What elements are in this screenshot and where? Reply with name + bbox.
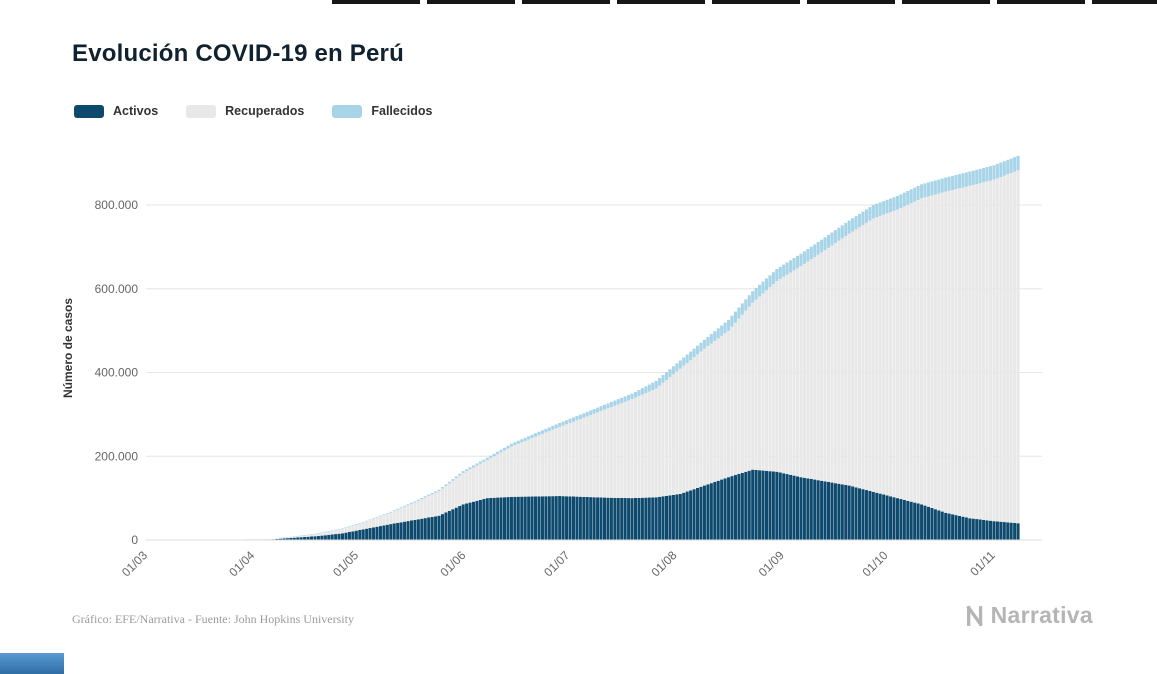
legend-swatch-fallecidos bbox=[332, 104, 363, 118]
svg-text:600.000: 600.000 bbox=[95, 282, 139, 296]
svg-text:01/07: 01/07 bbox=[541, 548, 572, 579]
svg-text:01/05: 01/05 bbox=[330, 548, 361, 579]
legend-swatch-activos bbox=[74, 104, 104, 118]
legend-label-recuperados: Recuperados bbox=[225, 104, 305, 118]
legend-label-activos: Activos bbox=[113, 104, 159, 118]
svg-text:200.000: 200.000 bbox=[95, 449, 139, 463]
x-axis-labels: 01/03 01/04 01/05 01/06 01/07 01/08 01/09 01/10… bbox=[119, 548, 998, 579]
bars-layer bbox=[203, 155, 1020, 541]
y-axis-title: Número de casos bbox=[61, 298, 75, 398]
chart-title: Evolución COVID-19 en Perú bbox=[72, 40, 404, 67]
legend-item-recuperados[interactable]: Recuperados bbox=[186, 104, 304, 118]
svg-text:01/08: 01/08 bbox=[648, 548, 679, 579]
svg-text:01/09: 01/09 bbox=[756, 548, 787, 579]
bottom-left-artifact bbox=[0, 653, 64, 674]
narrativa-logo: Narrativa bbox=[965, 602, 1093, 629]
narrativa-logo-icon bbox=[965, 604, 983, 627]
svg-text:800.000: 800.000 bbox=[95, 198, 139, 212]
svg-text:01/10: 01/10 bbox=[859, 548, 890, 579]
top-edge-artifact bbox=[332, 0, 1157, 4]
svg-text:01/11: 01/11 bbox=[967, 548, 998, 579]
legend-label-fallecidos: Fallecidos bbox=[371, 104, 433, 118]
narrativa-logo-text: Narrativa bbox=[990, 602, 1093, 628]
svg-text:0: 0 bbox=[131, 533, 138, 547]
svg-text:01/04: 01/04 bbox=[226, 548, 257, 579]
attribution-text: Gráfico: EFE/Narrativa - Fuente: John Ho… bbox=[72, 612, 354, 626]
legend-swatch-recuperados bbox=[186, 104, 217, 118]
stacked-bar-chart: 0 200.000 400.000 600.000 800.000 Número de c… bbox=[61, 155, 1042, 579]
legend-item-activos[interactable]: Activos bbox=[74, 104, 158, 118]
chart-legend: Activos Recuperados Fallecidos bbox=[74, 104, 433, 118]
y-axis-labels: 0 200.000 400.000 600.000 800.000 bbox=[95, 198, 139, 547]
svg-text:400.000: 400.000 bbox=[95, 366, 139, 380]
legend-item-fallecidos[interactable]: Fallecidos bbox=[332, 104, 433, 118]
svg-text:01/03: 01/03 bbox=[119, 548, 150, 579]
svg-text:01/06: 01/06 bbox=[437, 548, 468, 579]
